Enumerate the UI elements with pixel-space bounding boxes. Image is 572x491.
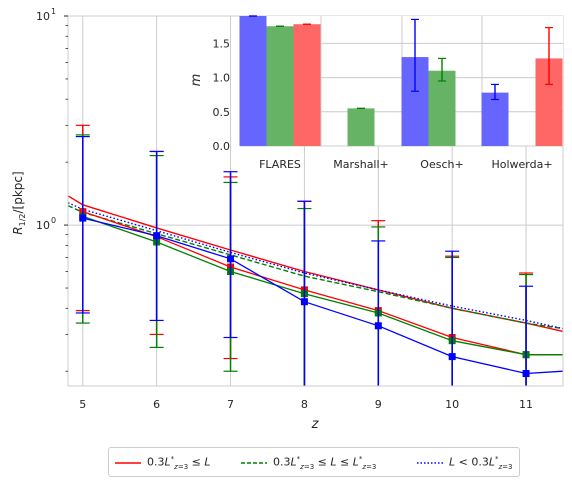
inset-y-ticks: 0.0 0.5 1.0 1.5: [213, 37, 231, 153]
observation-line-2: [82, 217, 564, 375]
legend-item-mid: 0.3L*z=3 ≤ L ≤ L*z=3: [239, 455, 389, 471]
main-x-ticks: 5 6 7 8 9 10 11: [79, 398, 533, 411]
inset-y-tick-label: 1.5: [213, 37, 231, 50]
inset-category-label: Marshall+: [333, 158, 389, 171]
inset-y-tick-label: 0.5: [213, 106, 231, 119]
legend-item-bright: 0.3L*z=3 ≤ L: [113, 455, 233, 471]
main-y-tick-exponent: 1: [51, 7, 56, 16]
inset-y-axis-label: m: [189, 74, 204, 87]
observation-marker: [79, 214, 87, 222]
inset-category-labels: FLARES Marshall+ Oesch+ Holwerda+: [259, 158, 552, 171]
inset-bar: [481, 92, 509, 146]
observation-marker: [300, 298, 308, 306]
inset-category-label: Holwerda+: [491, 158, 552, 171]
main-y-tick-exponent: 0: [51, 216, 56, 225]
legend-label-faint: L < 0.3L*z=3: [449, 455, 513, 471]
inset-category-label: FLARES: [259, 158, 301, 171]
main-x-tick-label: 7: [227, 398, 234, 411]
main-x-tick-label: 9: [375, 398, 382, 411]
y-axis-label: R1/2/[pkpc]: [11, 171, 27, 234]
inset-y-tick-label: 1.0: [213, 72, 231, 85]
main-x-tick-label: 6: [153, 398, 160, 411]
inset-bar: [239, 16, 267, 146]
model-line-0: [67, 195, 564, 333]
main-observations: [75, 124, 564, 386]
x-axis-label: z: [311, 417, 320, 432]
inset-bar: [293, 24, 321, 146]
observation-marker: [522, 370, 530, 378]
main-y-tick-label: 10: [36, 219, 50, 232]
main-x-tick-label: 5: [79, 398, 86, 411]
main-x-tick-label: 10: [445, 398, 459, 411]
main-x-tick-label: 8: [301, 398, 308, 411]
inset-bar: [266, 26, 294, 147]
legend-label-bright: 0.3L*z=3 ≤ L: [147, 455, 211, 471]
inset-bar-chart: 0.0 0.5 1.0 1.5 FLARES Marshall+ Oesch+ Holwer…: [189, 15, 563, 171]
main-model-lines: [67, 195, 564, 333]
main-y-tick-label: 10: [36, 10, 50, 23]
model-line-2: [67, 202, 564, 330]
inset-bars: [239, 15, 563, 147]
inset-y-tick-label: 0.0: [213, 140, 231, 153]
inset-bar: [347, 108, 375, 146]
observation-line-1: [82, 215, 563, 356]
inset-bar: [428, 70, 456, 146]
observation-marker: [448, 353, 456, 361]
legend-item-faint: L < 0.3L*z=3: [415, 455, 519, 471]
inset-category-label: Oesch+: [420, 158, 463, 171]
legend-label-mid: 0.3L*z=3 ≤ L ≤ L*z=3: [273, 455, 377, 471]
observation-marker: [227, 255, 235, 263]
observation-marker: [374, 322, 382, 330]
observation-marker: [153, 232, 161, 240]
main-x-tick-label: 11: [519, 398, 533, 411]
legend: 0.3L*z=3 ≤ L 0.3L*z=3 ≤ L ≤ L*z=3 L < 0.…: [108, 447, 520, 477]
